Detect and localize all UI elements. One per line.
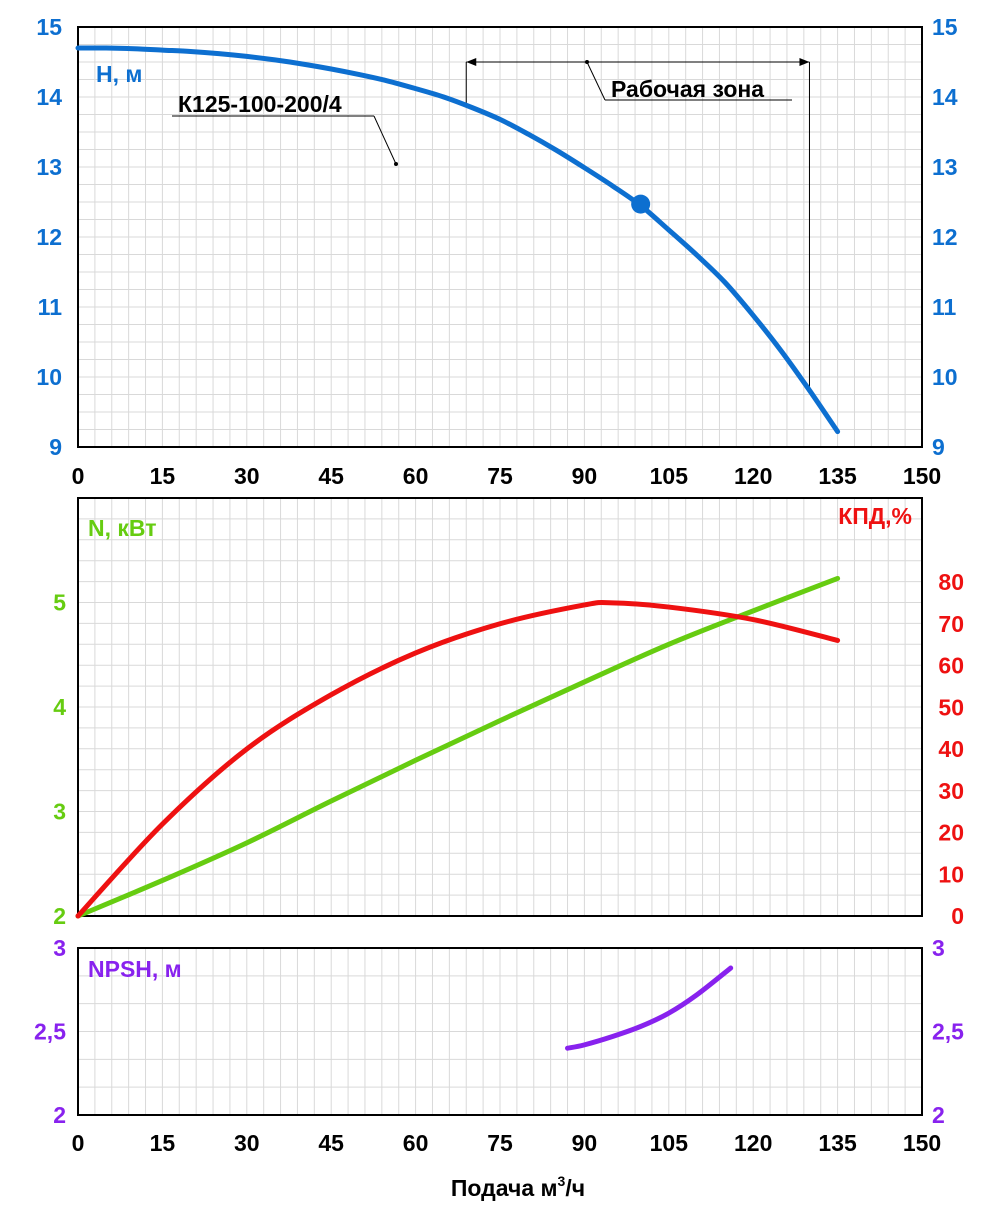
efficiency-y-tick: 30 bbox=[938, 778, 964, 804]
x-tick-label: 150 bbox=[903, 1130, 941, 1156]
efficiency-y-tick: 50 bbox=[938, 694, 964, 720]
power-y-tick: 5 bbox=[53, 590, 66, 616]
head-y-tick-left: 12 bbox=[36, 224, 62, 250]
head-y-tick-right: 10 bbox=[932, 364, 958, 390]
npsh-y-tick-right: 2,5 bbox=[932, 1019, 964, 1045]
x-tick-labels-head: 0 15 30 45 60 75 90 105 120 135 150 bbox=[72, 463, 942, 489]
model-label: К125-100-200/4 bbox=[178, 91, 342, 117]
head-curve-line bbox=[75, 45, 841, 435]
npsh-grid bbox=[78, 948, 922, 1115]
x-tick-label: 135 bbox=[818, 463, 857, 489]
x-axis-title-suffix: /ч bbox=[565, 1175, 585, 1201]
x-tick-label: 120 bbox=[734, 1130, 772, 1156]
x-tick-label: 15 bbox=[150, 463, 176, 489]
x-tick-label: 75 bbox=[487, 1130, 513, 1156]
head-y-tick-right: 9 bbox=[932, 434, 945, 460]
head-y-tick-right: 11 bbox=[932, 294, 957, 320]
power-y-tick: 2 bbox=[53, 903, 66, 929]
head-y-tick-left: 15 bbox=[36, 14, 62, 40]
power-curve-line bbox=[75, 575, 841, 919]
x-tick-label: 90 bbox=[572, 1130, 598, 1156]
x-tick-label: 60 bbox=[403, 463, 429, 489]
x-tick-label: 105 bbox=[650, 1130, 689, 1156]
x-tick-label: 135 bbox=[818, 1130, 857, 1156]
head-y-tick-right: 13 bbox=[932, 154, 958, 180]
x-tick-label: 45 bbox=[318, 463, 344, 489]
model-label-leader bbox=[373, 115, 397, 165]
x-tick-labels-bottom: 0 15 30 45 60 75 90 105 120 135 150 bbox=[72, 1130, 942, 1156]
working-zone-leader-dot bbox=[585, 60, 589, 64]
npsh-y-tick-left: 2 bbox=[53, 1102, 66, 1128]
head-y-tick-left: 14 bbox=[36, 84, 62, 110]
head-panel: 9 10 11 12 13 14 15 9 10 11 12 13 14 15 Н, м Рабочая зо… bbox=[36, 14, 957, 460]
head-y-tick-left: 11 bbox=[38, 294, 63, 320]
x-tick-label: 30 bbox=[234, 463, 260, 489]
head-frame bbox=[77, 26, 923, 448]
head-y-tick-left: 13 bbox=[36, 154, 62, 180]
head-y-tick-right: 14 bbox=[932, 84, 958, 110]
x-tick-label: 120 bbox=[734, 463, 772, 489]
x-axis-title-superscript: 3 bbox=[558, 1173, 566, 1189]
model-label-leader-dot bbox=[394, 162, 398, 166]
efficiency-y-tick: 60 bbox=[938, 653, 964, 679]
efficiency-y-tick: 70 bbox=[938, 611, 964, 637]
npsh-panel: 2 2,5 3 2 2,5 3 NPSH, м bbox=[34, 935, 964, 1128]
working-zone-arrow-left bbox=[466, 58, 477, 66]
head-y-tick-left: 9 bbox=[49, 434, 62, 460]
npsh-y-tick-right: 2 bbox=[932, 1102, 945, 1128]
power-y-tick: 3 bbox=[53, 799, 66, 825]
efficiency-y-tick: 40 bbox=[938, 736, 964, 762]
head-y-tick-right: 15 bbox=[932, 14, 958, 40]
x-tick-label: 45 bbox=[318, 1130, 344, 1156]
pe-grid bbox=[78, 498, 922, 916]
npsh-y-tick-left: 3 bbox=[53, 935, 66, 961]
working-zone-leader bbox=[586, 61, 606, 101]
npsh-y-axis-label: NPSH, м bbox=[88, 956, 182, 982]
operating-point-marker bbox=[631, 194, 651, 214]
head-y-tick-right: 12 bbox=[932, 224, 958, 250]
x-tick-label: 0 bbox=[72, 1130, 85, 1156]
efficiency-y-tick: 80 bbox=[938, 569, 964, 595]
x-tick-label: 75 bbox=[487, 463, 513, 489]
x-tick-label: 60 bbox=[403, 1130, 429, 1156]
efficiency-y-tick: 20 bbox=[938, 820, 964, 846]
efficiency-y-axis-label: КПД,% bbox=[838, 503, 912, 529]
x-axis-title-text: Подача м bbox=[451, 1175, 558, 1201]
x-tick-label: 30 bbox=[234, 1130, 260, 1156]
head-y-axis-label: Н, м bbox=[96, 61, 142, 87]
power-y-tick: 4 bbox=[53, 694, 66, 720]
efficiency-y-tick: 10 bbox=[938, 861, 964, 887]
pe-frame bbox=[77, 497, 923, 917]
working-zone-label: Рабочая зона bbox=[611, 76, 764, 102]
x-tick-label: 150 bbox=[903, 463, 941, 489]
x-tick-label: 0 bbox=[72, 463, 85, 489]
efficiency-curve-line bbox=[75, 599, 841, 919]
npsh-curve-line bbox=[565, 965, 734, 1051]
x-tick-label: 105 bbox=[650, 463, 689, 489]
npsh-y-tick-left: 2,5 bbox=[34, 1019, 66, 1045]
npsh-frame bbox=[77, 947, 923, 1116]
working-zone-arrow-right bbox=[799, 58, 810, 66]
efficiency-y-tick: 0 bbox=[951, 903, 964, 929]
power-y-axis-label: N, кВт bbox=[88, 515, 156, 541]
x-tick-label: 90 bbox=[572, 463, 598, 489]
npsh-y-tick-right: 3 bbox=[932, 935, 945, 961]
x-axis-title: Подача м3/ч bbox=[451, 1173, 585, 1201]
x-tick-label: 15 bbox=[150, 1130, 176, 1156]
head-grid bbox=[78, 27, 922, 447]
head-y-tick-left: 10 bbox=[36, 364, 62, 390]
